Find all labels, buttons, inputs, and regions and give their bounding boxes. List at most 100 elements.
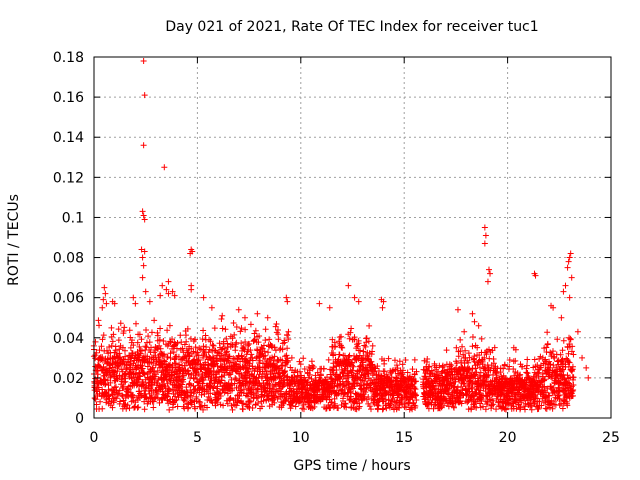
data-point bbox=[517, 404, 524, 411]
data-point bbox=[227, 382, 234, 389]
data-point bbox=[138, 392, 145, 399]
data-point bbox=[262, 352, 269, 359]
data-point bbox=[469, 343, 476, 350]
data-point bbox=[466, 354, 473, 361]
data-point bbox=[140, 381, 147, 388]
data-point bbox=[284, 357, 291, 364]
data-point bbox=[461, 328, 468, 335]
data-point bbox=[164, 354, 171, 361]
data-point bbox=[151, 317, 158, 324]
data-point bbox=[115, 390, 122, 397]
data-point bbox=[154, 367, 161, 374]
data-point bbox=[96, 322, 103, 329]
data-point bbox=[224, 340, 231, 347]
data-point bbox=[139, 274, 146, 281]
data-point bbox=[245, 366, 252, 373]
data-point bbox=[103, 360, 110, 367]
data-point bbox=[279, 402, 286, 409]
data-point bbox=[345, 282, 352, 289]
data-point bbox=[467, 377, 474, 384]
data-point bbox=[194, 349, 201, 356]
data-point bbox=[515, 387, 522, 394]
data-point bbox=[317, 372, 324, 379]
data-point bbox=[451, 404, 458, 411]
data-point bbox=[154, 332, 161, 339]
data-point bbox=[554, 336, 561, 343]
data-point bbox=[547, 349, 554, 356]
data-point bbox=[457, 336, 464, 343]
data-point bbox=[220, 341, 227, 348]
data-point bbox=[135, 376, 142, 383]
data-point bbox=[230, 320, 237, 327]
x-tick-label: 20 bbox=[499, 430, 517, 446]
data-point bbox=[355, 298, 362, 305]
data-point bbox=[583, 364, 590, 371]
data-point bbox=[484, 278, 491, 285]
data-point bbox=[271, 344, 278, 351]
data-point bbox=[482, 406, 489, 413]
plot-frame bbox=[93, 56, 612, 419]
data-point bbox=[152, 352, 159, 359]
data-point bbox=[150, 398, 157, 405]
data-point bbox=[339, 386, 346, 393]
data-point bbox=[570, 351, 577, 358]
data-point bbox=[182, 332, 189, 339]
data-point bbox=[99, 354, 106, 361]
data-point bbox=[133, 320, 139, 327]
data-point bbox=[532, 394, 539, 401]
data-point bbox=[181, 397, 188, 404]
data-point bbox=[570, 382, 577, 389]
data-point bbox=[205, 393, 212, 400]
data-point bbox=[547, 404, 554, 411]
data-point bbox=[471, 353, 478, 360]
data-point bbox=[374, 363, 381, 370]
y-tick-label: 0.12 bbox=[53, 170, 84, 186]
data-point bbox=[354, 343, 361, 350]
y-tick-label: 0.06 bbox=[53, 291, 84, 307]
data-point bbox=[249, 405, 256, 412]
data-point bbox=[225, 358, 232, 365]
data-point bbox=[527, 403, 534, 410]
data-point bbox=[107, 374, 114, 381]
data-point bbox=[488, 402, 495, 409]
data-point bbox=[108, 324, 115, 331]
data-point bbox=[326, 304, 333, 311]
data-point bbox=[241, 386, 248, 393]
data-point bbox=[339, 344, 346, 351]
data-point bbox=[95, 317, 102, 324]
data-point bbox=[518, 399, 525, 406]
data-point bbox=[487, 270, 494, 277]
data-point bbox=[551, 398, 558, 405]
data-point bbox=[381, 368, 388, 375]
data-point bbox=[551, 354, 558, 361]
data-point bbox=[148, 329, 155, 336]
data-point bbox=[336, 351, 343, 358]
data-point bbox=[549, 405, 556, 412]
data-point bbox=[209, 342, 216, 349]
data-point bbox=[138, 336, 145, 343]
data-point bbox=[380, 298, 387, 305]
data-point bbox=[145, 333, 152, 340]
data-point bbox=[328, 399, 335, 406]
data-point bbox=[453, 386, 460, 393]
data-point bbox=[305, 374, 312, 381]
data-point bbox=[288, 402, 295, 409]
data-point bbox=[217, 390, 224, 397]
data-point bbox=[246, 340, 253, 347]
data-point bbox=[100, 332, 107, 339]
data-point bbox=[248, 351, 255, 358]
x-axis-label: GPS time / hours bbox=[293, 458, 410, 474]
data-point bbox=[103, 371, 110, 378]
data-point bbox=[386, 404, 393, 411]
data-point bbox=[351, 334, 358, 341]
y-tick-label: 0.04 bbox=[53, 331, 84, 347]
data-point bbox=[502, 406, 509, 413]
data-point bbox=[285, 336, 292, 343]
data-point bbox=[192, 344, 199, 351]
data-point bbox=[111, 300, 118, 307]
data-point bbox=[198, 391, 205, 398]
y-tick-label: 0 bbox=[75, 411, 84, 427]
data-point bbox=[448, 365, 455, 372]
data-point bbox=[110, 399, 117, 406]
data-point bbox=[453, 344, 460, 351]
